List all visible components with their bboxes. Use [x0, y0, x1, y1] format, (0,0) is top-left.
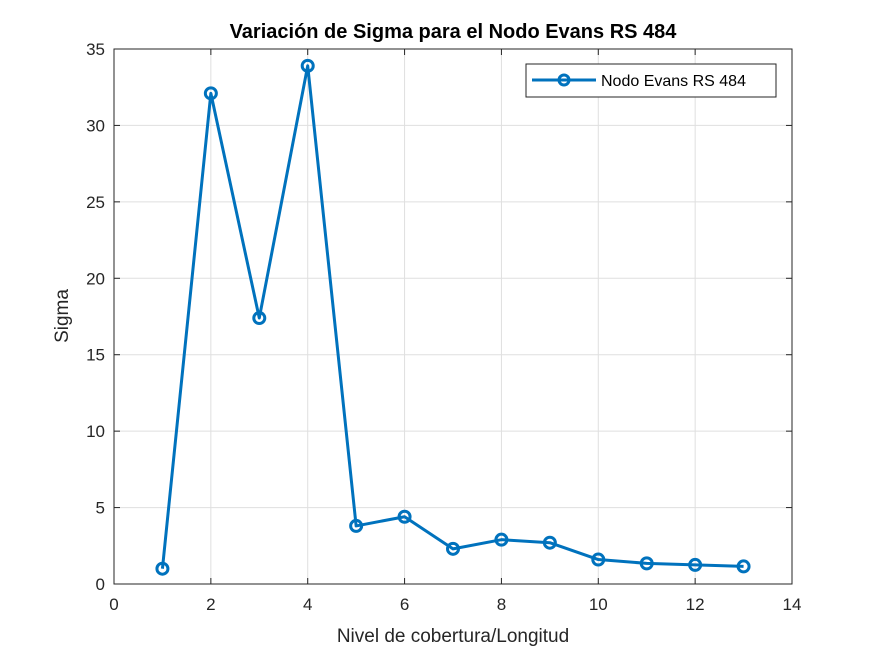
plot-area [114, 49, 792, 584]
axis-ticks: 0 2 4 6 8 10 12 14 0 5 10 15 20 25 30 35 [86, 40, 801, 614]
x-tick-label: 6 [400, 595, 409, 614]
data-point-marker [155, 561, 170, 576]
x-tick-label: 14 [783, 595, 802, 614]
data-point-marker [203, 86, 218, 101]
x-tick-label: 8 [497, 595, 506, 614]
data-point-marker [542, 535, 557, 550]
data-point-marker [494, 532, 509, 547]
y-tick-label: 25 [86, 193, 105, 212]
x-tick-label: 12 [686, 595, 705, 614]
data-point-marker [688, 557, 703, 572]
data-point-marker [639, 556, 654, 571]
x-tick-label: 10 [589, 595, 608, 614]
y-tick-label: 15 [86, 346, 105, 365]
x-tick-label: 0 [109, 595, 118, 614]
axes-box [113, 48, 793, 585]
data-point-marker [252, 311, 267, 326]
data-point-marker [349, 518, 364, 533]
data-point-marker [736, 559, 751, 574]
x-tick-label: 2 [206, 595, 215, 614]
y-tick-label: 30 [86, 116, 105, 135]
x-axis-label: Nivel de cobertura/Longitud [337, 626, 569, 647]
y-tick-label: 0 [96, 575, 105, 594]
x-tick-label: 4 [303, 595, 312, 614]
y-tick-label: 20 [86, 269, 105, 288]
data-point-marker [300, 58, 315, 73]
chart-title: Variación de Sigma para el Nodo Evans RS… [230, 21, 678, 43]
series-layer [155, 58, 751, 576]
data-point-marker [446, 541, 460, 556]
y-axis-label: Sigma [52, 289, 73, 343]
series-line [160, 64, 744, 569]
y-tick-label: 35 [86, 40, 105, 59]
data-point-marker [397, 509, 412, 524]
legend-marker-sample [557, 73, 571, 87]
data-point-marker [591, 552, 606, 567]
legend: Nodo Evans RS 484 [525, 63, 777, 98]
grid-lines [113, 48, 793, 585]
y-tick-label: 5 [96, 499, 105, 518]
y-tick-label: 10 [86, 422, 105, 441]
legend-entry-label: Nodo Evans RS 484 [601, 73, 746, 90]
